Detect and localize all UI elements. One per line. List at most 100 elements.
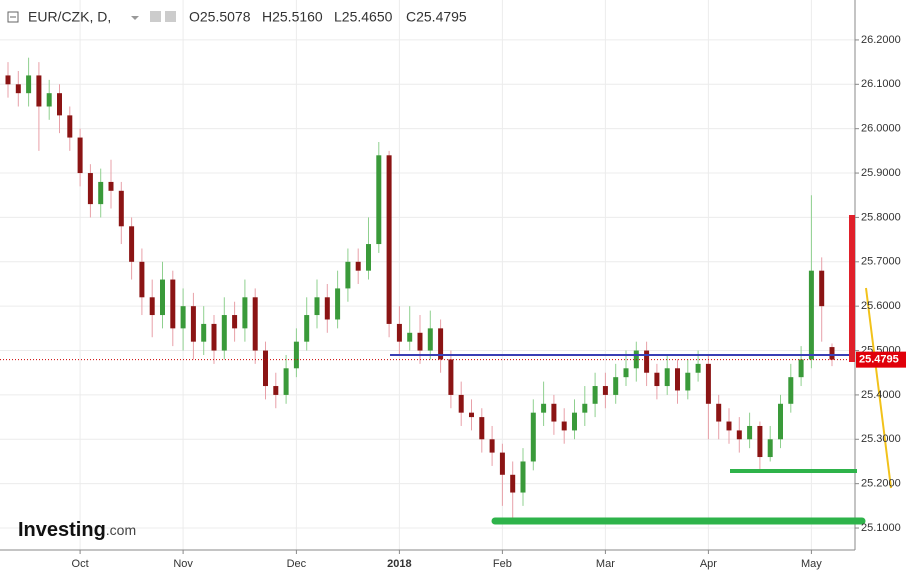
candle-body xyxy=(427,328,433,351)
candle-body xyxy=(716,403,722,422)
candle-body xyxy=(654,372,660,387)
candle-body xyxy=(242,297,248,329)
candle-body xyxy=(675,368,680,391)
candle-body xyxy=(819,270,825,307)
watermark: Investing.com xyxy=(18,519,136,541)
candle-body xyxy=(788,377,794,404)
candle-body xyxy=(293,341,299,369)
candle-body xyxy=(489,439,495,453)
x-tick-label: 2018 xyxy=(387,558,411,570)
candle-body xyxy=(180,306,186,329)
candle-body xyxy=(149,297,155,316)
header: EUR/CZK, D, O25.5078 H25.5160 L25.4650 C… xyxy=(7,9,467,25)
collapse-icon[interactable] xyxy=(7,11,19,23)
x-tick-label: Apr xyxy=(700,558,717,570)
candle-body xyxy=(396,323,402,342)
candle-body xyxy=(757,425,763,458)
candle-body xyxy=(26,75,32,94)
y-tick-label: 25.9000 xyxy=(861,167,901,179)
candle-body xyxy=(190,306,196,342)
trend-arrow xyxy=(865,287,892,489)
candle-body xyxy=(263,350,268,387)
ohlc-high: H25.5160 xyxy=(262,9,323,25)
candles xyxy=(0,57,855,520)
candle-body xyxy=(36,75,42,107)
candle-body xyxy=(407,332,413,342)
watermark-domain: .com xyxy=(106,522,136,538)
x-tick-label: Feb xyxy=(493,558,512,570)
candle-body xyxy=(304,315,310,342)
y-tick-label: 25.6000 xyxy=(861,300,901,312)
candle-body xyxy=(623,368,629,378)
candle-body xyxy=(5,75,11,85)
candle-body xyxy=(386,155,392,324)
candle-body xyxy=(57,93,62,116)
candle-body xyxy=(314,297,320,316)
candle-body xyxy=(736,430,742,440)
candle-body xyxy=(541,403,547,413)
candle-body xyxy=(87,173,93,205)
ohlc-low: L25.4650 xyxy=(334,9,393,25)
candle-body xyxy=(829,347,835,360)
candle-body xyxy=(118,190,124,227)
candle-body xyxy=(335,288,341,320)
candle-body xyxy=(520,461,526,493)
candle-body xyxy=(417,332,423,351)
candle-body xyxy=(778,403,783,440)
candle-body xyxy=(345,261,351,289)
candle-body xyxy=(324,297,330,320)
y-tick-label: 26.1000 xyxy=(861,78,901,90)
candle-body xyxy=(592,386,598,404)
candle-body xyxy=(170,279,176,329)
candle-body xyxy=(252,297,258,351)
x-tick-label: Oct xyxy=(72,558,89,570)
y-tick-label: 25.3000 xyxy=(861,433,901,445)
candle-body xyxy=(232,315,238,329)
candle-body xyxy=(808,270,814,360)
candle-body xyxy=(695,363,701,373)
candle-body xyxy=(469,412,474,418)
candle-body xyxy=(479,417,485,440)
candle-body xyxy=(551,403,557,422)
candle-body xyxy=(602,386,608,395)
last-price-tag-bg xyxy=(856,351,906,368)
candle-body xyxy=(438,328,444,360)
candle-body xyxy=(376,155,382,245)
settings-icon[interactable] xyxy=(165,11,176,22)
y-tick-label: 26.0000 xyxy=(861,123,901,135)
settings-icon[interactable] xyxy=(150,11,161,22)
y-tick-label: 25.4000 xyxy=(861,389,901,401)
candle-body xyxy=(67,115,73,138)
candle-body xyxy=(221,315,227,351)
candle-body xyxy=(355,261,361,271)
y-tick-label: 26.2000 xyxy=(861,34,901,46)
ohlc-open: O25.5078 xyxy=(189,9,251,25)
candle-body xyxy=(160,279,165,316)
candle-body xyxy=(46,93,52,107)
candle-body xyxy=(366,244,371,271)
y-tick-label: 25.8000 xyxy=(861,211,901,223)
y-tick-label: 25.1000 xyxy=(861,522,901,534)
axes: 25.100025.200025.300025.400025.500025.60… xyxy=(72,34,906,570)
candle-body xyxy=(561,421,567,431)
candle-body xyxy=(664,368,670,387)
y-tick-label: 25.7000 xyxy=(861,256,901,268)
candle-body xyxy=(139,261,145,298)
candle-body xyxy=(798,359,804,378)
x-tick-label: Nov xyxy=(173,558,193,570)
x-tick-label: May xyxy=(801,558,822,570)
symbol-title: EUR/CZK, D, xyxy=(28,9,111,25)
candle-body xyxy=(458,394,464,413)
ohlc-close: C25.4795 xyxy=(406,9,467,25)
x-tick-label: Mar xyxy=(596,558,615,570)
dropdown-icon[interactable] xyxy=(131,16,139,20)
candle-body xyxy=(705,363,711,404)
candle-body xyxy=(108,181,114,191)
candle-body xyxy=(644,350,650,373)
last-price-tag: 25.4795 xyxy=(859,354,899,366)
candle-body xyxy=(77,137,83,174)
candle-body xyxy=(726,421,732,431)
watermark-brand: Investing xyxy=(18,519,106,541)
